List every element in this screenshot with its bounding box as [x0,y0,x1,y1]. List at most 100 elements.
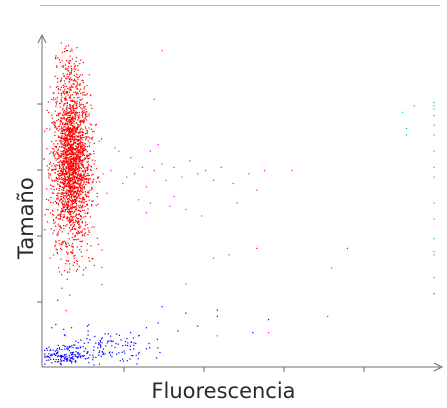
data-point [68,146,71,149]
data-point [66,134,68,136]
data-point [79,124,81,126]
data-point [67,205,69,207]
data-point [60,171,62,173]
data-point [68,135,71,137]
data-point [76,103,78,105]
data-point [126,176,128,178]
data-point [65,170,67,172]
data-point [66,149,68,151]
data-point [84,169,86,171]
data-point [68,350,70,352]
data-point [65,197,68,199]
data-point [77,230,79,232]
data-point [74,172,76,174]
data-point [72,242,74,245]
data-point [71,129,74,131]
data-point [61,169,63,171]
data-point [80,160,82,162]
data-point [63,90,65,92]
data-point [76,232,78,234]
data-point [77,123,79,126]
data-point [69,161,71,164]
data-point [61,192,63,194]
data-point [60,132,62,134]
data-point [64,140,66,142]
data-point [82,120,84,123]
data-point [77,183,79,185]
data-point [59,61,61,64]
data-point [77,151,79,153]
data-point [74,344,76,346]
data-point [72,130,74,132]
data-point [86,84,88,87]
data-point [256,247,258,249]
data-point [100,346,102,349]
data-point [78,186,80,188]
data-point [74,79,76,82]
data-point [83,202,85,204]
data-point [64,348,66,350]
data-point [82,151,84,153]
data-point [70,206,72,208]
data-point [85,116,87,118]
data-point [70,149,72,151]
data-point [73,170,75,172]
data-point [74,160,76,162]
data-point [109,354,112,356]
data-point [77,165,79,167]
data-point [63,216,65,219]
data-point [73,160,75,162]
data-point [66,112,68,114]
data-point [96,177,99,180]
data-point [119,360,121,362]
data-point [79,179,82,181]
data-point [65,173,67,175]
data-point [68,147,70,149]
data-point [61,65,63,67]
data-point [64,93,66,95]
data-point [69,147,72,149]
data-point [77,190,79,192]
data-point [79,355,82,357]
data-point [111,356,113,358]
data-point [98,343,100,345]
data-point [108,352,110,354]
data-point [433,134,435,136]
data-point [53,155,55,157]
data-point [90,205,93,207]
data-point [71,79,73,81]
data-point [63,171,65,173]
data-point [59,123,61,125]
data-point [98,344,100,346]
data-point [70,111,73,113]
data-point [63,118,65,120]
data-point [64,175,66,177]
data-point [46,188,48,190]
data-point [69,177,71,180]
data-point [72,100,74,102]
data-point [45,208,48,210]
data-point [59,155,61,157]
data-point [57,173,59,175]
data-point [82,144,84,146]
data-point [60,258,62,260]
data-point [77,116,79,119]
data-point [79,185,81,187]
data-point [82,183,84,185]
data-point [74,199,76,201]
data-point [67,209,69,211]
data-point [59,117,61,119]
data-point [62,122,64,124]
data-point [76,140,78,142]
data-point [71,219,73,221]
data-point [66,201,68,203]
data-point [74,200,76,203]
data-point [69,128,71,131]
data-point [61,165,63,167]
data-point [64,88,66,90]
data-point [79,346,81,348]
data-point [56,127,58,129]
data-point [75,182,77,185]
data-point [65,141,67,143]
data-point [80,245,82,248]
